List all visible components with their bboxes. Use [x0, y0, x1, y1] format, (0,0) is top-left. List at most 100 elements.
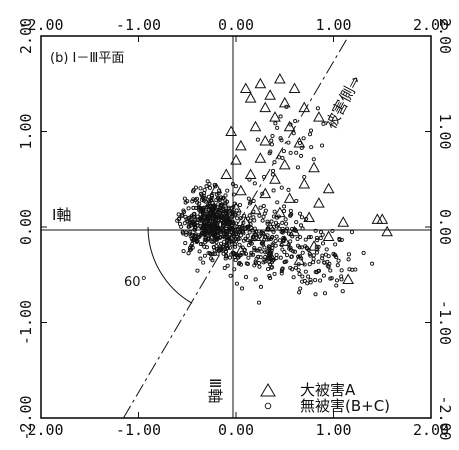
point-no-damage — [233, 244, 238, 249]
point-no-damage — [316, 268, 321, 274]
legend-label-no-damage: 無被害(B+C) — [300, 397, 390, 415]
point-no-damage — [228, 273, 233, 278]
point-major-damage — [313, 111, 325, 122]
y-tick-label-right: 0.00 — [436, 209, 454, 245]
point-no-damage — [265, 219, 270, 224]
point-no-damage — [225, 239, 230, 244]
point-no-damage — [186, 251, 191, 256]
point-no-damage — [284, 253, 290, 258]
point-no-damage — [221, 245, 226, 250]
point-no-damage — [199, 193, 204, 198]
point-major-damage — [337, 216, 350, 227]
point-no-damage — [263, 208, 268, 213]
point-no-damage — [297, 290, 302, 295]
point-no-damage — [307, 262, 312, 267]
point-no-damage — [204, 245, 209, 250]
point-no-damage — [308, 277, 313, 282]
tick-group: -2.00-2.00-1.00-1.000.000.001.001.002.00… — [17, 16, 454, 441]
point-no-damage — [224, 254, 229, 259]
point-no-damage — [185, 199, 190, 204]
legend-label-major-damage: 大被害A — [300, 381, 356, 399]
y-tick-label-right: 1.00 — [436, 113, 454, 149]
point-major-damage — [249, 203, 262, 215]
point-no-damage — [307, 251, 312, 257]
point-no-damage — [253, 261, 258, 266]
point-major-damage — [239, 82, 252, 94]
point-no-damage — [191, 197, 196, 202]
point-no-damage — [258, 284, 263, 289]
point-no-damage — [224, 209, 229, 214]
angle-label: 60° — [124, 275, 147, 290]
point-major-damage — [313, 197, 325, 208]
point-no-damage — [315, 238, 320, 243]
point-no-damage — [214, 212, 219, 217]
point-no-damage — [218, 241, 224, 246]
point-no-damage — [267, 273, 272, 278]
point-no-damage — [292, 249, 297, 254]
point-no-damage — [286, 140, 291, 145]
point-no-damage — [321, 121, 326, 126]
panel-label: (b) Ⅰ－Ⅲ平面 — [50, 51, 124, 66]
point-major-damage — [215, 211, 228, 222]
point-major-damage — [376, 213, 389, 224]
point-no-damage — [182, 221, 187, 226]
point-no-damage — [306, 274, 311, 279]
point-no-damage — [182, 196, 187, 201]
point-no-damage — [258, 205, 263, 210]
x-tick-label-top: -1.00 — [116, 16, 161, 34]
point-no-damage — [202, 188, 207, 193]
point-no-damage — [204, 184, 209, 189]
point-no-damage — [320, 256, 325, 261]
point-no-damage — [238, 233, 243, 238]
point-no-damage — [213, 234, 218, 239]
point-major-damage — [381, 225, 393, 237]
point-no-damage — [213, 232, 218, 237]
point-no-damage — [294, 220, 299, 225]
point-no-damage — [193, 237, 198, 243]
point-no-damage — [181, 208, 186, 213]
point-no-damage — [266, 246, 271, 251]
point-major-damage — [205, 197, 218, 208]
point-no-damage — [244, 261, 249, 266]
point-no-damage — [273, 220, 278, 225]
point-major-damage — [259, 101, 272, 113]
point-no-damage — [191, 189, 196, 194]
point-no-damage — [281, 209, 287, 214]
point-major-damage — [303, 211, 315, 222]
point-no-damage — [233, 184, 238, 189]
point-major-damage — [274, 72, 286, 84]
point-no-damage — [289, 254, 294, 259]
point-no-damage — [253, 259, 258, 264]
point-no-damage — [234, 239, 239, 244]
y-tick-label-right: 2.00 — [436, 18, 454, 54]
point-no-damage — [261, 204, 266, 209]
point-no-damage — [267, 260, 272, 265]
y-tick-label-left: -2.00 — [17, 395, 35, 440]
point-no-damage — [318, 278, 323, 283]
point-no-damage — [226, 213, 231, 218]
point-no-damage — [186, 206, 191, 211]
point-no-damage — [191, 205, 196, 210]
point-no-damage — [243, 226, 248, 232]
point-major-damage — [283, 192, 296, 203]
point-major-damage — [225, 225, 237, 237]
point-no-damage — [284, 221, 289, 226]
point-no-damage — [237, 202, 243, 208]
damage-direction-label: 被害側⇒ — [322, 73, 365, 132]
point-major-damage — [235, 244, 247, 256]
point-no-damage — [249, 250, 254, 255]
legend-marker-circle — [264, 402, 272, 410]
axis-label-horizontal: Ⅰ軸 — [52, 206, 71, 224]
y-tick-label-left: 2.00 — [17, 18, 35, 54]
point-no-damage — [280, 266, 285, 271]
point-no-damage — [208, 251, 213, 256]
point-no-damage — [291, 249, 296, 254]
point-major-damage — [200, 216, 213, 227]
point-no-damage — [225, 188, 230, 193]
point-no-damage — [183, 214, 188, 219]
point-no-damage — [266, 266, 271, 272]
point-no-damage — [254, 248, 259, 253]
point-major-damage — [283, 120, 296, 132]
point-no-damage — [291, 131, 296, 136]
